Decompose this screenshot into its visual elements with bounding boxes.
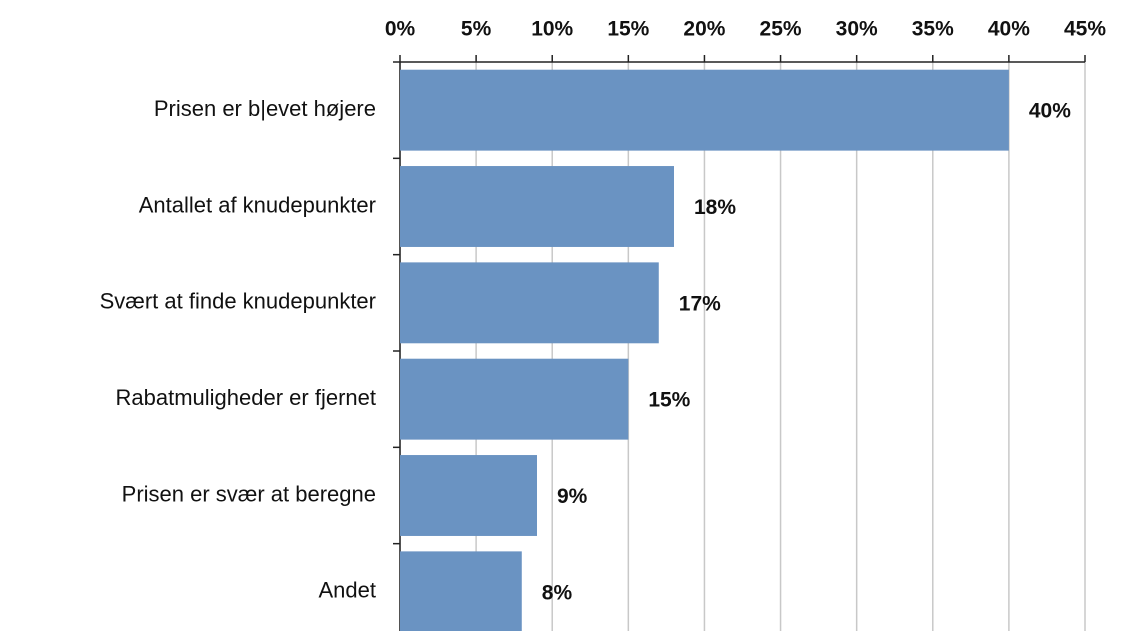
bar bbox=[400, 358, 629, 440]
bar bbox=[400, 551, 522, 631]
x-tick-label: 5% bbox=[461, 18, 492, 41]
y-tick-label: Andet bbox=[319, 578, 377, 603]
value-label: 15% bbox=[648, 389, 690, 412]
y-tick-label: Svært at finde knudepunkter bbox=[100, 289, 376, 314]
y-tick-label: Prisen er svær at beregne bbox=[122, 481, 376, 506]
value-label: 18% bbox=[694, 196, 736, 219]
bar bbox=[400, 455, 537, 536]
bar bbox=[400, 166, 674, 247]
x-tick-label: 25% bbox=[760, 18, 802, 41]
bar bbox=[400, 262, 659, 344]
x-tick-label: 10% bbox=[531, 18, 573, 41]
y-tick-label: Rabatmuligheder er fjernet bbox=[116, 385, 376, 410]
value-label: 8% bbox=[542, 581, 573, 604]
value-label: 40% bbox=[1029, 100, 1071, 123]
y-tick-label: Prisen er b|evet højere bbox=[154, 96, 376, 121]
bar bbox=[400, 69, 1009, 151]
x-tick-label: 45% bbox=[1064, 18, 1106, 41]
x-tick-label: 40% bbox=[988, 18, 1030, 41]
value-label: 17% bbox=[679, 292, 721, 315]
x-tick-label: 0% bbox=[385, 18, 416, 41]
value-label: 9% bbox=[557, 485, 588, 508]
y-tick-label: Antallet af knudepunkter bbox=[139, 192, 376, 217]
x-tick-label: 20% bbox=[683, 18, 725, 41]
x-tick-label: 30% bbox=[836, 18, 878, 41]
x-tick-label: 15% bbox=[607, 18, 649, 41]
x-tick-label: 35% bbox=[912, 18, 954, 41]
